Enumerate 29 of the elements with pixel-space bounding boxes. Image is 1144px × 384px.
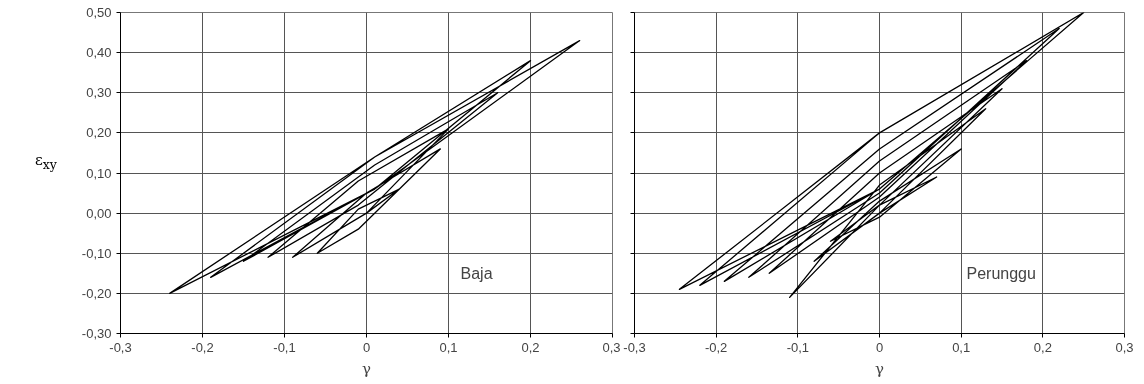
y-tick-label: -0,30 [81, 326, 112, 341]
y-tick-label: 0,10 [86, 165, 112, 181]
x-tick-label: -0,3 [623, 339, 646, 355]
x-tick-label: 0,3 [602, 339, 621, 355]
x-axis-title: γ [362, 359, 372, 378]
x-tick-label: 0 [362, 339, 371, 355]
x-tick-label: 0,1 [952, 339, 971, 355]
x-axis-title: γ [875, 359, 885, 378]
y-tick-label: 0,50 [86, 5, 112, 20]
x-tick-label: 0,1 [439, 339, 458, 355]
y-tick-label: 0,40 [86, 45, 112, 61]
x-tick-label: -0,2 [191, 339, 214, 355]
x-tick-label: 0,3 [1115, 339, 1134, 355]
x-tick-label: -0,1 [786, 339, 810, 355]
y-axis-title: ε$_{xy}$ [35, 150, 57, 174]
y-tick-label: 0,00 [86, 205, 112, 221]
x-tick-label: -0,3 [109, 339, 132, 355]
x-tick-label: -0,2 [704, 339, 728, 355]
annotation: Baja [460, 264, 493, 282]
x-tick-label: -0,1 [273, 339, 296, 355]
x-tick-label: 0 [875, 339, 884, 355]
y-tick-label: -0,20 [81, 285, 112, 301]
x-tick-label: 0,2 [1033, 339, 1052, 355]
y-tick-label: 0,30 [86, 85, 112, 101]
line-series [169, 39, 581, 295]
annotation: Perunggu [966, 264, 1036, 282]
x-tick-label: 0,2 [521, 339, 540, 355]
y-tick-label: -0,10 [81, 245, 112, 261]
y-tick-label: 0,20 [86, 125, 112, 141]
